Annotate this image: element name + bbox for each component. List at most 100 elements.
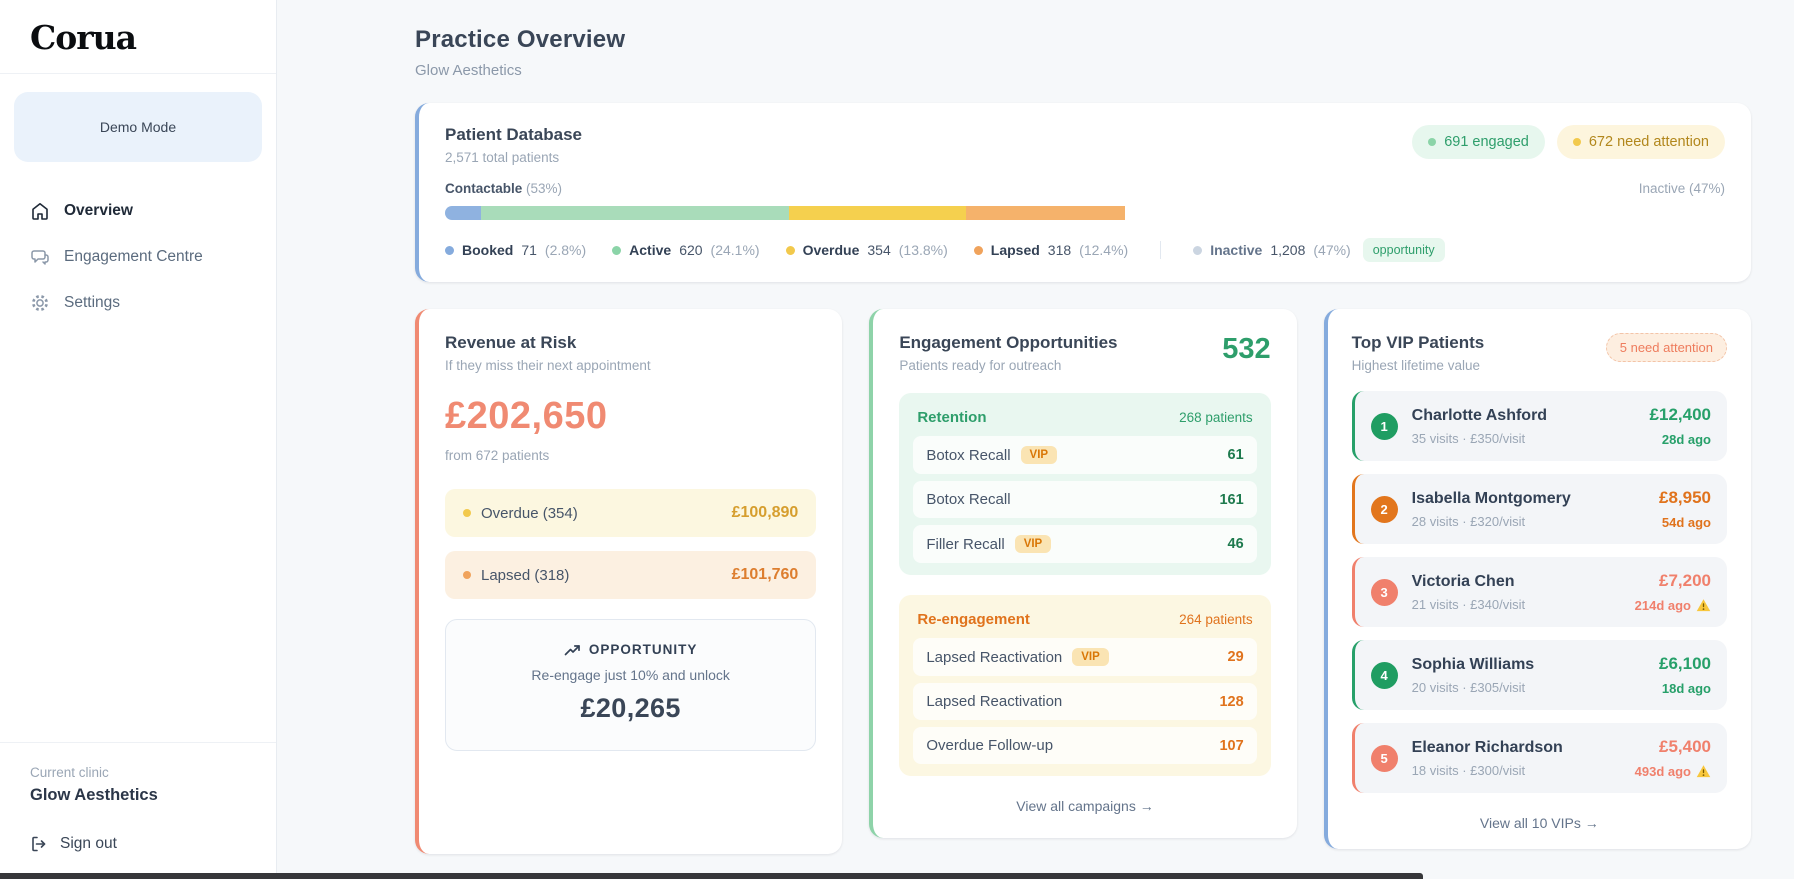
vip-ago-text: 28d ago xyxy=(1661,432,1711,447)
legend-item: Active 620 (24.1%) xyxy=(612,242,760,258)
warning-icon xyxy=(1696,765,1711,778)
opportunity-box: OPPORTUNITY Re-engage just 10% and unloc… xyxy=(445,619,817,751)
opportunity-chip: opportunity xyxy=(1362,238,1445,262)
bar-segment xyxy=(789,206,966,220)
vip-patient-ago: 54d ago xyxy=(1659,515,1711,530)
legend-name: Booked xyxy=(462,242,514,258)
legend-dot-icon xyxy=(785,245,795,255)
campaign-row[interactable]: Botox Recall VIP 61 xyxy=(913,436,1257,474)
current-clinic-label: Current clinic xyxy=(30,765,109,780)
current-clinic-name: Glow Aesthetics xyxy=(30,786,158,804)
vip-patient-meta: 20 visits · £305/visit xyxy=(1411,679,1526,695)
revenue-row-label: Overdue (354) xyxy=(481,504,578,522)
revenue-row-amount: £101,760 xyxy=(731,566,799,583)
campaign-row[interactable]: Botox Recall 161 xyxy=(913,481,1257,518)
sidebar-footer: Current clinic Glow Aesthetics Sign out xyxy=(0,742,276,879)
campaign-count: 61 xyxy=(1227,447,1244,463)
amber-dot-icon xyxy=(1572,138,1581,146)
re-engagement-section: Re-engagement 264 patients Lapsed Reacti… xyxy=(899,595,1271,776)
bar-segment xyxy=(445,206,481,220)
re-engagement-title: Re-engagement xyxy=(917,611,1030,628)
patient-database-titles: Patient Database 2,571 total patients xyxy=(445,125,582,165)
app-logo: Corua xyxy=(30,18,137,57)
status-dot-icon xyxy=(463,571,471,579)
vip-patient-amount: £8,950 xyxy=(1659,488,1711,507)
legend-name: Lapsed xyxy=(990,242,1040,258)
legend-dot-icon xyxy=(445,245,454,255)
demo-mode-badge: Demo Mode xyxy=(14,92,262,162)
campaign-label: Botox Recall xyxy=(926,446,1011,464)
rank-badge: 4 xyxy=(1370,661,1398,689)
vip-header: Top VIP Patients Highest lifetime value … xyxy=(1352,333,1727,373)
vip-patient-info: Charlotte Ashford 35 visits · £350/visit xyxy=(1412,407,1650,446)
opportunity-header: OPPORTUNITY xyxy=(464,642,797,657)
vip-patient-info: Eleanor Richardson 18 visits · £300/visi… xyxy=(1412,739,1635,778)
need-attention-badge-label: 672 need attention xyxy=(1588,134,1709,150)
campaign-row[interactable]: Lapsed Reactivation 128 xyxy=(913,683,1257,720)
sidebar-item-engagement-centre[interactable]: Engagement Centre xyxy=(0,234,276,280)
legend-count: 1,208 xyxy=(1270,242,1306,258)
vip-patient-ago: 28d ago xyxy=(1650,432,1711,447)
vip-patient-row[interactable]: 4 Sophia Williams 20 visits · £305/visit… xyxy=(1351,640,1727,710)
campaign-label: Botox Recall xyxy=(926,491,1011,508)
legend-item: Booked 71 (2.8%) xyxy=(445,242,586,258)
cards-row: Revenue at Risk If they miss their next … xyxy=(415,309,1751,854)
campaign-label-wrap: Filler Recall VIP xyxy=(926,535,1052,553)
revenue-row-label-wrap: Overdue (354) xyxy=(463,505,578,522)
legend-count: 71 xyxy=(521,242,537,258)
vip-patient-name: Sophia Williams xyxy=(1411,655,1535,673)
logo-wrap: Corua xyxy=(0,0,276,74)
vip-patient-amount: £5,400 xyxy=(1659,737,1711,756)
vip-patient-amount: £7,200 xyxy=(1659,571,1711,590)
campaign-count: 29 xyxy=(1227,649,1244,665)
sidebar-item-settings[interactable]: Settings xyxy=(0,280,276,326)
vip-ago-text: 214d ago xyxy=(1634,598,1691,613)
vip-patient-row[interactable]: 1 Charlotte Ashford 35 visits · £350/vis… xyxy=(1351,391,1727,461)
vip-patient-row[interactable]: 2 Isabella Montgomery 28 visits · £320/v… xyxy=(1351,474,1727,544)
need-attention-badge: 672 need attention xyxy=(1556,125,1725,159)
sidebar-item-overview[interactable]: Overview xyxy=(0,188,276,234)
vip-attention-badge: 5 need attention xyxy=(1605,333,1727,362)
vip-patient-amount: £12,400 xyxy=(1649,405,1711,424)
vip-patient-values: £8,950 54d ago xyxy=(1659,488,1711,530)
contactable-pct: (53%) xyxy=(526,181,563,196)
rank-badge: 3 xyxy=(1370,578,1398,606)
vip-patient-values: £6,100 18d ago xyxy=(1659,654,1711,696)
sidebar-nav: Overview Engagement Centre Settings xyxy=(0,188,276,326)
legend-name: Inactive xyxy=(1210,242,1263,258)
campaign-row[interactable]: Lapsed Reactivation VIP 29 xyxy=(913,638,1257,676)
vip-rows: 1 Charlotte Ashford 35 visits · £350/vis… xyxy=(1351,391,1727,793)
revenue-row: Lapsed (318) £101,760 xyxy=(445,551,817,599)
legend-dot-icon xyxy=(973,245,983,255)
vip-patient-meta: 18 visits · £300/visit xyxy=(1411,762,1526,778)
legend-name: Overdue xyxy=(802,242,860,258)
re-engagement-rows: Lapsed Reactivation VIP 29 Lapsed Reacti… xyxy=(913,638,1257,764)
bar-labels: Contactable (53%) Inactive (47%) xyxy=(445,181,1725,196)
green-dot-icon xyxy=(1428,138,1437,146)
vip-patient-ago: 493d ago xyxy=(1635,764,1711,779)
vip-patient-row[interactable]: 5 Eleanor Richardson 18 visits · £300/vi… xyxy=(1351,723,1727,793)
patient-status-legend: Booked 71 (2.8%) Active 620 (24.1%) Over xyxy=(445,238,1725,262)
campaign-row[interactable]: Overdue Follow-up 107 xyxy=(913,727,1257,764)
vip-patient-meta: 28 visits · £320/visit xyxy=(1411,513,1526,529)
vip-patient-info: Victoria Chen 21 visits · £340/visit xyxy=(1412,573,1635,612)
legend-pct: (47%) xyxy=(1313,242,1351,258)
vip-patient-ago: 18d ago xyxy=(1659,681,1711,696)
view-all-campaigns-link[interactable]: View all campaigns → xyxy=(1016,798,1154,814)
contactable-label-text: Contactable xyxy=(445,181,523,196)
vip-patient-values: £12,400 28d ago xyxy=(1650,405,1711,447)
patient-database-card: Patient Database 2,571 total patients 69… xyxy=(415,103,1751,282)
retention-title: Retention xyxy=(917,409,987,426)
campaign-row[interactable]: Filler Recall VIP 46 xyxy=(913,525,1257,563)
revenue-row-label-wrap: Lapsed (318) xyxy=(463,567,569,584)
legend-item: Overdue 354 (13.8%) xyxy=(785,242,948,258)
legend-item-inactive: Inactive 1,208 (47%) opportunity xyxy=(1193,238,1445,262)
sign-out-button[interactable]: Sign out xyxy=(30,835,246,853)
vip-patient-info: Isabella Montgomery 28 visits · £320/vis… xyxy=(1412,490,1659,529)
vip-patient-row[interactable]: 3 Victoria Chen 21 visits · £340/visit £… xyxy=(1351,557,1727,627)
status-dot-icon xyxy=(463,509,471,517)
vip-patient-values: £5,400 493d ago xyxy=(1635,737,1711,779)
view-all-vips-link[interactable]: View all 10 VIPs → xyxy=(1479,815,1599,831)
inactive-label: Inactive (47%) xyxy=(1638,181,1725,196)
revenue-from: from 672 patients xyxy=(445,448,550,463)
